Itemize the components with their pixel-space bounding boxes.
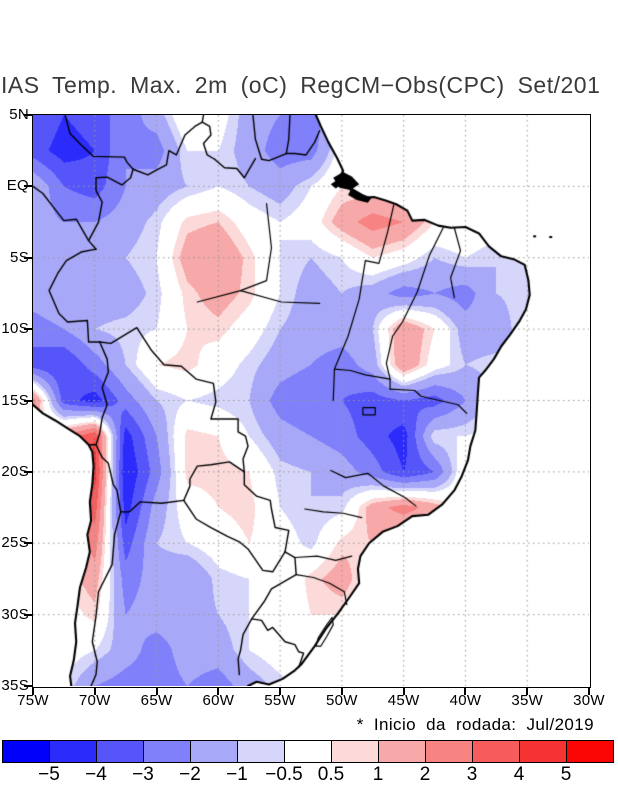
colorbar-cell bbox=[190, 740, 238, 763]
lat-tick bbox=[24, 470, 32, 473]
lat-tick-label: 30S bbox=[1, 605, 29, 623]
lat-tick bbox=[24, 185, 32, 188]
lon-tick-label: 55W bbox=[264, 692, 296, 709]
lon-tick bbox=[279, 687, 282, 695]
lat-tick-label: 5S bbox=[10, 248, 29, 266]
colorbar-cell bbox=[143, 740, 191, 763]
lat-tick bbox=[24, 328, 32, 331]
colorbar-tick-label: −4 bbox=[85, 764, 107, 785]
lat-tick bbox=[24, 114, 32, 116]
colorbar-tick-label: −3 bbox=[132, 764, 154, 785]
colorbar-cell bbox=[96, 740, 144, 763]
lat-tick bbox=[24, 256, 32, 259]
lon-tick bbox=[464, 687, 467, 695]
colorbar-cell bbox=[237, 740, 285, 763]
lat-tick-label: 25S bbox=[1, 534, 29, 552]
colorbar-tick-label: 1 bbox=[372, 764, 384, 785]
lon-tick-label: 35W bbox=[511, 692, 544, 709]
colorbar-cell bbox=[378, 740, 426, 763]
lon-tick-label: 50W bbox=[326, 692, 358, 709]
colorbar-cell bbox=[425, 740, 473, 763]
lat-tick bbox=[24, 685, 32, 687]
lon-tick bbox=[93, 687, 96, 695]
colorbar-tick-label: 0.5 bbox=[317, 764, 345, 785]
colorbar-tick-label: −0.5 bbox=[265, 764, 303, 785]
colorbar-cell bbox=[331, 740, 379, 763]
colorbar-cell bbox=[519, 740, 567, 763]
lon-tick-label: 60W bbox=[202, 692, 235, 709]
lon-tick-label: 30W bbox=[573, 692, 605, 709]
lon-tick bbox=[526, 687, 529, 695]
lat-tick bbox=[24, 613, 32, 616]
lat-tick bbox=[24, 399, 32, 402]
lat-tick-label: 5N bbox=[9, 106, 29, 123]
lon-tick-label: 65W bbox=[140, 692, 173, 709]
lat-tick-label: 20S bbox=[1, 462, 29, 480]
lon-tick bbox=[217, 687, 220, 695]
lon-tick bbox=[588, 687, 590, 695]
lat-tick-label: 10S bbox=[1, 320, 29, 338]
colorbar-cell bbox=[284, 740, 332, 763]
lat-tick-label: 15S bbox=[1, 391, 29, 409]
lon-tick-label: 40W bbox=[449, 692, 482, 709]
colorbar-tick-label: −1 bbox=[226, 764, 248, 785]
colorbar-cell bbox=[49, 740, 97, 763]
lat-tick bbox=[24, 542, 32, 545]
colorbar-cell bbox=[2, 740, 50, 763]
colorbar-tick-label: −2 bbox=[179, 764, 201, 785]
lon-tick bbox=[340, 687, 343, 695]
lon-tick bbox=[402, 687, 405, 695]
lon-tick-label: 75W bbox=[17, 692, 49, 709]
colorbar-cell bbox=[566, 740, 614, 763]
lat-tick-label: EQ bbox=[6, 177, 29, 195]
colorbar-tick-label: −5 bbox=[38, 764, 60, 785]
colorbar-tick-label: 3 bbox=[466, 764, 478, 785]
lon-tick-label: 70W bbox=[78, 692, 111, 709]
colorbar-tick-label: 5 bbox=[560, 764, 572, 785]
lon-tick bbox=[155, 687, 158, 695]
colorbar-cell bbox=[472, 740, 520, 763]
bias-map-canvas bbox=[33, 115, 589, 686]
run-start-annotation: * Inicio da rodada: Jul/2019 bbox=[356, 715, 594, 734]
lon-tick-label: 45W bbox=[387, 692, 420, 709]
lat-tick-label: 35S bbox=[1, 677, 29, 694]
colorbar-tick-label: 4 bbox=[513, 764, 525, 785]
figure-title: IAS Temp. Max. 2m (oC) RegCM−Obs(CPC) Se… bbox=[1, 72, 601, 98]
lon-tick bbox=[32, 687, 34, 695]
colorbar-tick-label: 2 bbox=[419, 764, 431, 785]
